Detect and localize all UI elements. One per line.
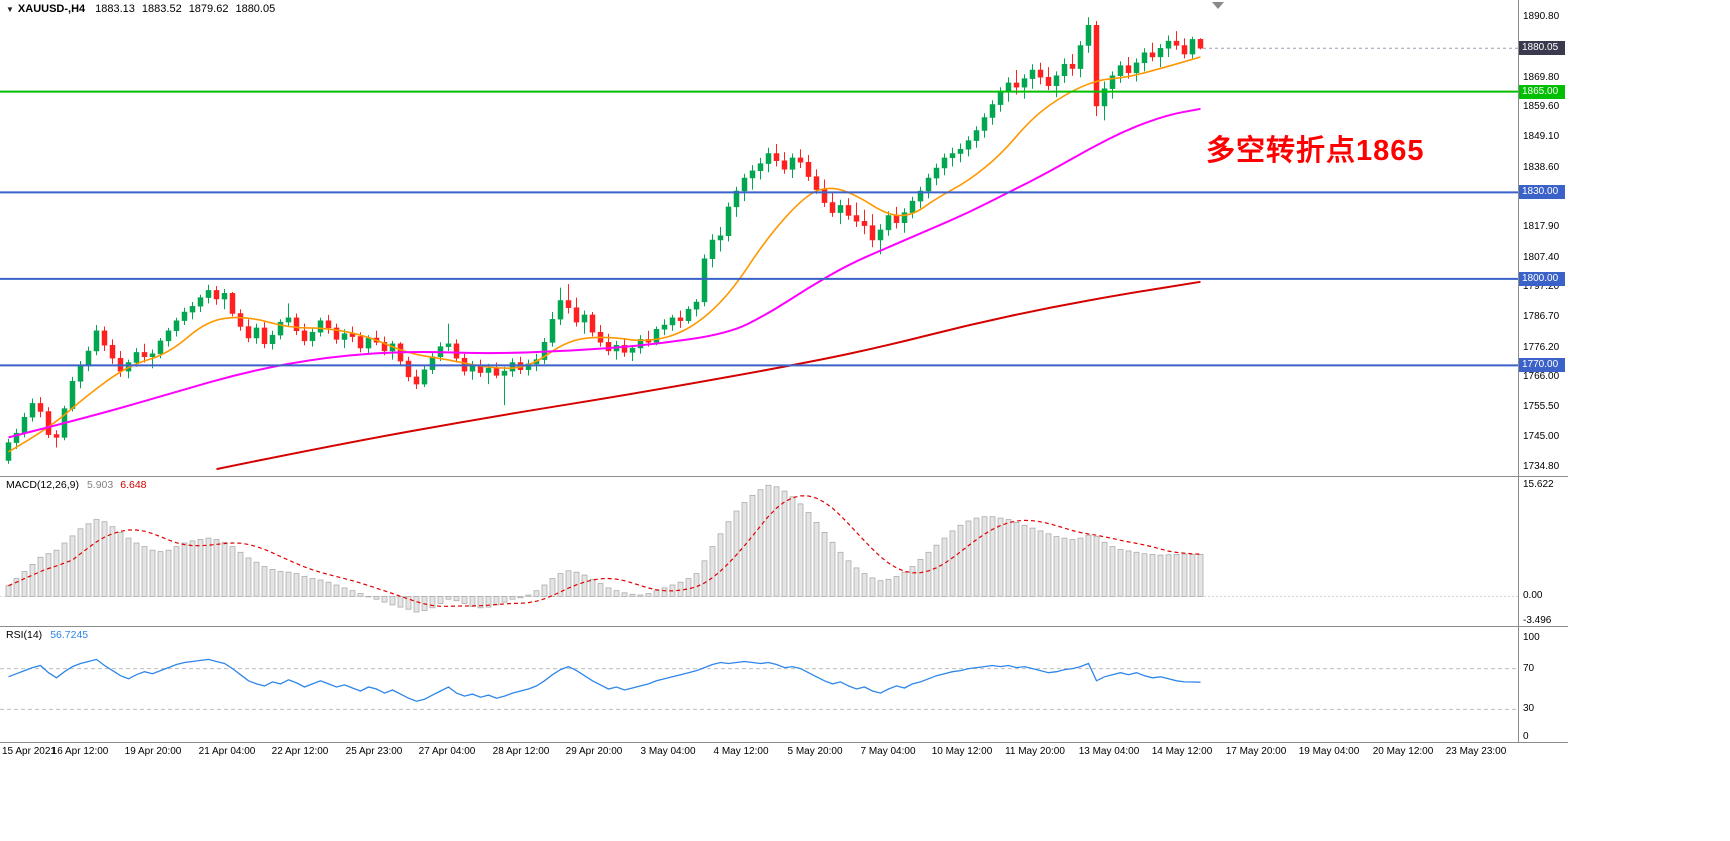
macd-histogram <box>5 484 1204 613</box>
ma-mid-line[interactable] <box>8 107 1201 439</box>
ma-fast-line[interactable] <box>8 56 1201 453</box>
rsi-line <box>8 658 1201 702</box>
chart-shift-marker[interactable] <box>1212 2 1224 9</box>
candles-group <box>5 17 1204 464</box>
macd-signal-line <box>8 495 1201 607</box>
ma-slow-line[interactable] <box>216 280 1201 471</box>
